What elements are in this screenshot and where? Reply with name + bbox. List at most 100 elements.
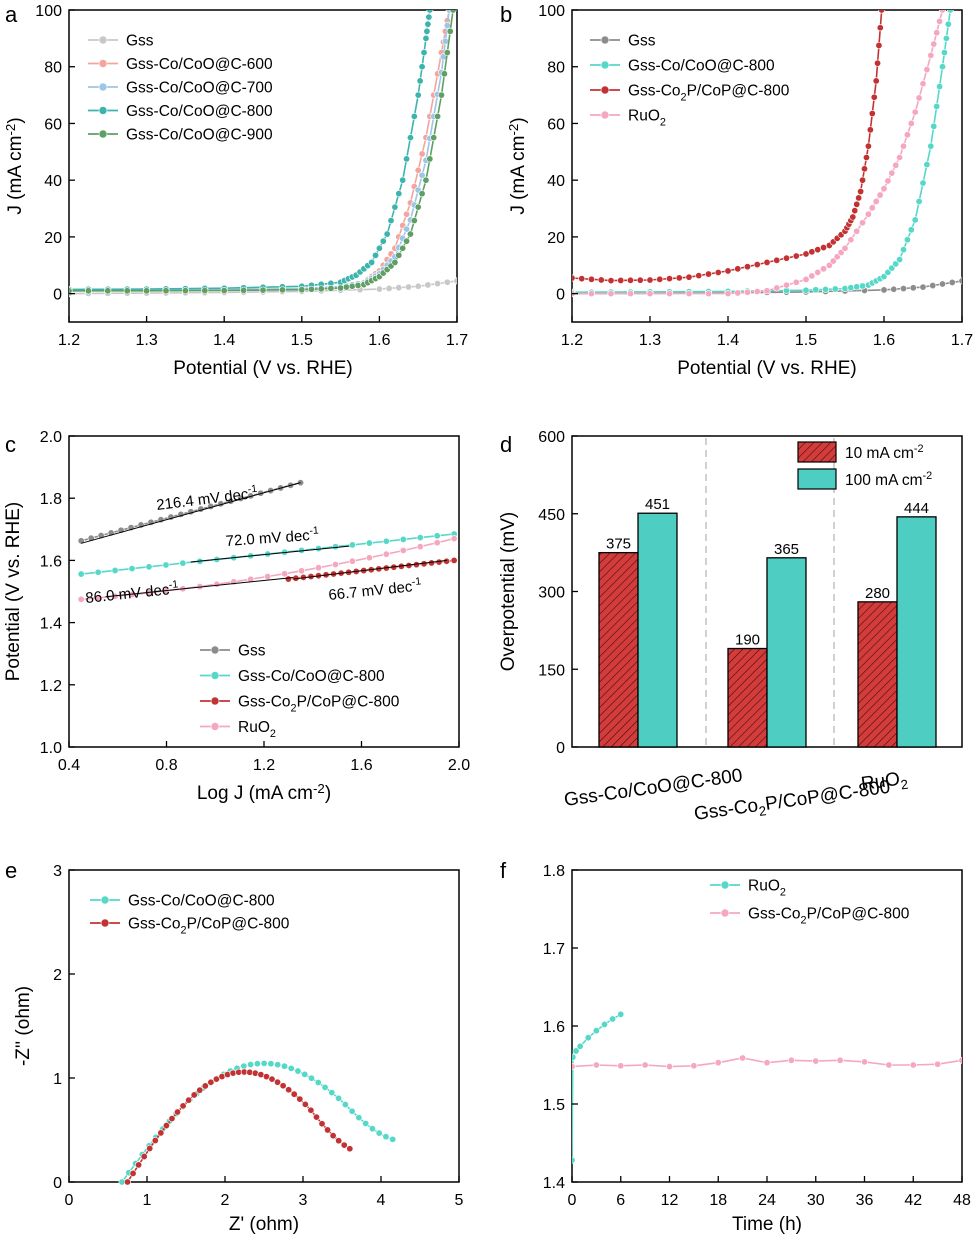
- y-tick-label: 1.7: [543, 941, 565, 958]
- series-b-point: [734, 289, 742, 297]
- series-a-point: [424, 281, 432, 289]
- series-b-point: [880, 286, 888, 294]
- series-b-point: [572, 274, 576, 282]
- x-tick-label: 1.2: [58, 332, 80, 349]
- bar: [766, 557, 807, 748]
- x-tick-label: 1.7: [951, 332, 973, 349]
- slope-annotation: 72.0 mV dec-1: [225, 524, 320, 549]
- legend-b-label: Gss-Co2P/CoP@C-800: [628, 83, 790, 104]
- y-axis-title: J (mA cm-2): [506, 117, 529, 214]
- plot-area: [69, 10, 457, 298]
- y-tick-label: 450: [538, 507, 565, 524]
- series-b-point: [866, 126, 874, 134]
- y-tick-label: 600: [538, 429, 565, 446]
- y-tick-label: 100: [538, 3, 565, 20]
- series-e-point: [348, 1107, 356, 1115]
- series-a-point: [414, 203, 422, 211]
- series-b-point: [880, 273, 888, 281]
- series-e-point: [285, 1086, 293, 1094]
- series-b-point: [847, 236, 855, 244]
- panel-b: 1.2 1.3 1.4 1.5 1.6 1.7 0 20 40 60 80 100 Potential …: [500, 2, 973, 379]
- series-f-point: [885, 1061, 893, 1069]
- series-b-point: [820, 244, 828, 252]
- y-tick-label: 20: [547, 230, 565, 247]
- series-a-line: [69, 10, 431, 291]
- series-e-point: [301, 1070, 309, 1078]
- series-a-point: [387, 217, 395, 225]
- series-a-point: [443, 49, 451, 57]
- series-a-point: [104, 287, 112, 295]
- series-e-point: [335, 1137, 343, 1145]
- legend-marker: [210, 645, 220, 655]
- series-b-point: [888, 264, 896, 272]
- slope-annotation: 66.7 mV dec-1: [327, 575, 422, 604]
- y-tick-label: 1.2: [40, 678, 62, 695]
- y-tick-label: 0: [53, 1175, 62, 1192]
- x-tick-label: 48: [953, 1192, 971, 1209]
- series-a-point: [403, 155, 411, 163]
- series-e-point: [253, 1060, 261, 1068]
- x-tick-label: 1.5: [795, 332, 817, 349]
- series-b-point: [860, 165, 868, 173]
- series-b-point: [753, 288, 761, 296]
- series-b-point: [896, 256, 904, 264]
- series-b-point: [704, 290, 712, 298]
- legend-marker: [600, 110, 610, 120]
- series-a-point: [414, 282, 422, 290]
- series-c-point: [297, 479, 305, 487]
- series-b-point: [927, 142, 935, 150]
- series-b-point: [820, 265, 828, 273]
- panel-c: 0.4 0.8 1.2 1.6 2.0 1.0 1.2 1.4 1.6 1.8 2.0 Log J (…: [3, 429, 470, 804]
- series-b-point: [587, 290, 595, 298]
- y-tick-label: 60: [547, 116, 565, 133]
- series-c-point: [111, 566, 119, 574]
- series-b-point: [833, 253, 841, 261]
- series-f-point: [572, 1063, 576, 1071]
- series-e-point: [174, 1108, 182, 1116]
- y-tick-label: 60: [44, 116, 62, 133]
- y-tick-label: 0: [556, 287, 565, 304]
- x-tick-label: 36: [856, 1192, 874, 1209]
- series-b-point: [909, 284, 917, 292]
- series-a-point: [440, 70, 448, 78]
- legend-marker: [98, 129, 108, 139]
- series-e-point: [335, 1094, 343, 1102]
- y-tick-label: 150: [538, 662, 565, 679]
- series-a-point: [410, 112, 418, 120]
- series-e-point: [135, 1161, 143, 1169]
- series-f-point: [576, 1042, 584, 1050]
- y-axis-title: -Z'' (ohm): [13, 986, 34, 1066]
- series-c-point: [145, 563, 153, 571]
- series-c-point: [399, 535, 407, 543]
- series-a-point: [379, 237, 387, 245]
- series-b-point: [607, 290, 615, 298]
- x-tick-label: 18: [709, 1192, 727, 1209]
- series-e-point: [389, 1135, 397, 1143]
- y-axis-title: Potential (V vs. RHE): [3, 502, 24, 682]
- y-tick-label: 1: [53, 1071, 62, 1088]
- series-e-point: [362, 1119, 370, 1127]
- legend-marker: [720, 908, 730, 918]
- legend-d-label: 100 mA cm-2: [845, 470, 932, 489]
- series-a-point: [430, 134, 438, 142]
- legend-marker: [600, 60, 610, 70]
- series-b-point: [802, 286, 810, 294]
- series-b-point: [864, 210, 872, 218]
- series-b-point: [868, 110, 876, 118]
- series-e-point: [168, 1115, 176, 1123]
- x-axis-title: Potential (V vs. RHE): [173, 358, 353, 379]
- series-b-point: [938, 63, 946, 71]
- series-b-point: [851, 207, 859, 215]
- series-b-point: [892, 260, 900, 268]
- series-f-point: [860, 1058, 868, 1066]
- series-e-point: [355, 1114, 363, 1122]
- series-a-point: [337, 284, 345, 292]
- series-b-point: [903, 236, 911, 244]
- y-tick-label: 2.0: [40, 429, 62, 446]
- series-e-point: [274, 1061, 282, 1069]
- x-tick-label: 24: [758, 1192, 776, 1209]
- bar: [896, 516, 937, 748]
- series-e-point: [287, 1064, 295, 1072]
- series-c-point: [331, 561, 339, 569]
- legend-marker: [600, 35, 610, 45]
